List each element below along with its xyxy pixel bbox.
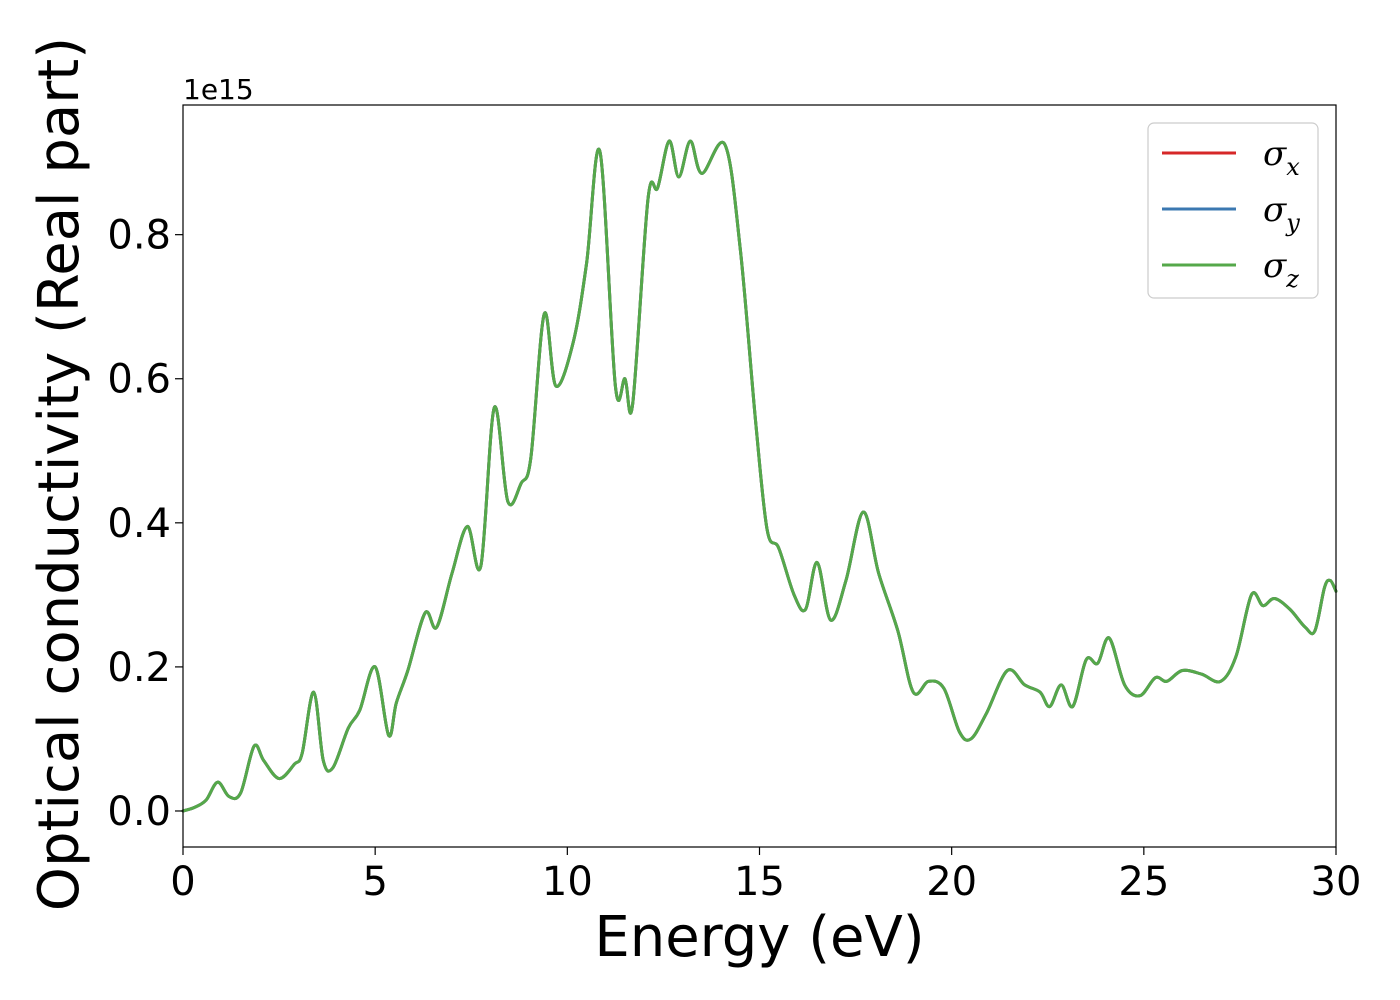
y-tick-label: 0.6 [107, 357, 171, 403]
y-tick-label: 0.0 [107, 789, 171, 835]
x-tick-label: 15 [734, 859, 785, 905]
y-tick-label: 0.8 [107, 213, 171, 259]
y-tick-label: 0.2 [107, 645, 171, 691]
legend-label-z: σz [1263, 246, 1299, 293]
x-tick-label: 20 [926, 859, 977, 905]
x-tick-label: 10 [542, 859, 593, 905]
y-axis-label: Optical conductivity (Real part) [27, 37, 92, 911]
x-tick-label: 25 [1118, 859, 1169, 905]
series-layer [181, 139, 1338, 813]
legend-label-y: σy [1263, 190, 1300, 237]
x-axis-label: Energy (eV) [594, 905, 924, 970]
y-offset-label: 1e15 [183, 73, 254, 106]
x-tick-label: 30 [1311, 859, 1362, 905]
legend-label-x: σx [1263, 134, 1300, 181]
x-tick-label: 0 [170, 859, 195, 905]
y-axis-ticks: 0.0 0.2 0.4 0.6 0.8 [107, 213, 183, 835]
x-tick-label: 5 [362, 859, 387, 905]
legend: σx σy σz [1147, 122, 1319, 299]
y-tick-label: 0.4 [107, 501, 171, 547]
x-axis-ticks: 0 5 10 15 20 25 30 [170, 847, 1361, 905]
series-line-z [181, 139, 1338, 813]
